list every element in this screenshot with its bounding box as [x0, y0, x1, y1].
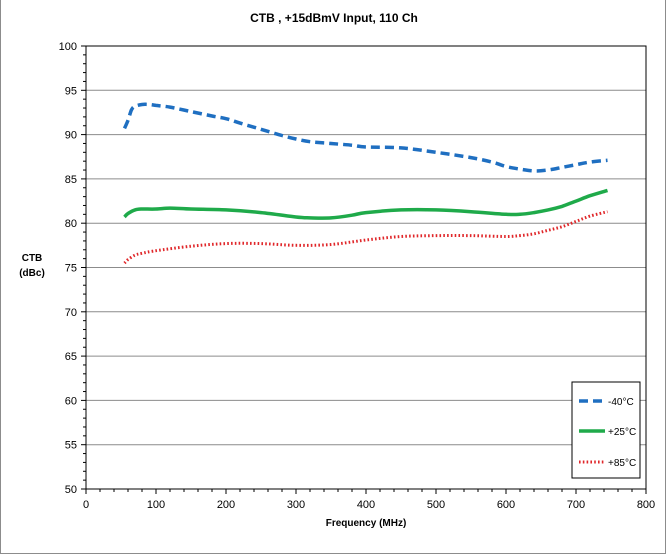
y-tick-label: 75 — [65, 263, 77, 275]
series-line-3 — [123, 210, 608, 265]
x-tick-label: 500 — [427, 499, 445, 511]
x-tick-label: 300 — [287, 499, 305, 511]
legend: -40°C +25°C +85°C — [571, 381, 641, 479]
legend-label-2: +25°C — [608, 427, 636, 438]
legend-label-3: +85°C — [608, 458, 636, 469]
minor-ticks — [81, 45, 647, 494]
gridlines — [86, 89, 646, 446]
legend-items: -40°C +25°C +85°C — [579, 397, 636, 469]
x-tick-label: 600 — [497, 499, 515, 511]
x-tick-label: 0 — [83, 499, 89, 511]
y-tick-label: 100 — [59, 41, 77, 53]
series-line-2 — [123, 188, 609, 220]
y-tick-label: 85 — [65, 174, 77, 186]
y-axis-title-line1: CTB — [22, 253, 43, 264]
y-axis-tick-labels: 100 95 90 85 80 75 70 65 60 55 50 — [59, 41, 77, 496]
legend-label-1: -40°C — [608, 397, 634, 408]
x-axis-tick-labels: 0 100 200 300 400 500 600 700 800 — [83, 499, 655, 511]
y-tick-label: 80 — [65, 218, 77, 230]
x-tick-label: 700 — [567, 499, 585, 511]
chart-title: CTB , +15dBmV Input, 110 Ch — [250, 11, 418, 25]
x-tick-label: 200 — [217, 499, 235, 511]
x-tick-label: 100 — [147, 499, 165, 511]
x-tick-label: 400 — [357, 499, 375, 511]
y-axis-title-line2: (dBc) — [19, 268, 45, 279]
series-lines — [122, 102, 609, 265]
x-axis-title: Frequency (MHz) — [326, 518, 407, 529]
y-tick-label: 60 — [65, 395, 77, 407]
y-tick-label: 65 — [65, 351, 77, 363]
series-line-1 — [122, 102, 608, 173]
y-tick-label: 55 — [65, 440, 77, 452]
y-tick-label: 50 — [65, 484, 77, 496]
y-tick-label: 70 — [65, 307, 77, 319]
y-tick-label: 90 — [65, 130, 77, 142]
y-tick-label: 95 — [65, 85, 77, 97]
x-tick-label: 800 — [637, 499, 655, 511]
